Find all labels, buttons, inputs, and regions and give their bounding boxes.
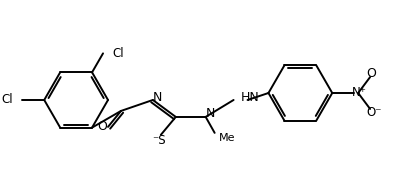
Text: N: N	[153, 91, 162, 105]
Text: O: O	[366, 67, 376, 80]
Text: Cl: Cl	[112, 47, 124, 60]
Text: O: O	[97, 120, 107, 133]
Text: Me: Me	[219, 133, 235, 143]
Text: Cl: Cl	[2, 93, 13, 107]
Text: N⁺: N⁺	[352, 85, 366, 98]
Text: N: N	[206, 107, 215, 120]
Text: O⁻: O⁻	[366, 106, 382, 120]
Text: ⁻S: ⁻S	[152, 134, 166, 147]
Text: HN: HN	[240, 91, 259, 105]
